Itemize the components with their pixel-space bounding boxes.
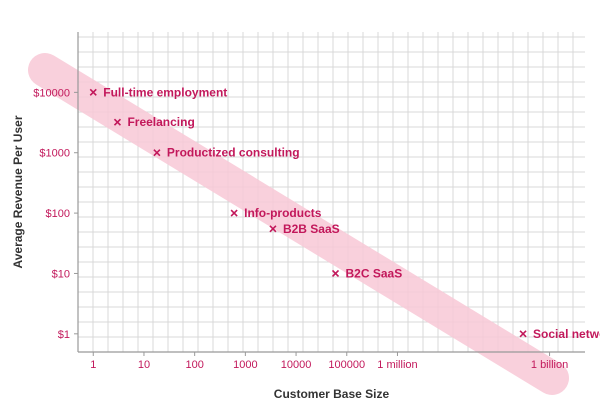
data-point: Full-time employment bbox=[89, 85, 227, 99]
point-marker bbox=[230, 209, 238, 217]
point-label: Full-time employment bbox=[103, 85, 227, 99]
data-point: B2B SaaS bbox=[269, 222, 340, 236]
point-label: B2C SaaS bbox=[346, 266, 403, 280]
point-marker bbox=[153, 149, 161, 157]
y-tick-label: $10000 bbox=[33, 87, 70, 99]
x-axis-title: Customer Base Size bbox=[274, 387, 390, 401]
point-label: Info-products bbox=[244, 206, 322, 220]
y-tick-label: $10 bbox=[52, 268, 70, 280]
y-tick-label: $1000 bbox=[39, 148, 70, 160]
x-tick-label: 10 bbox=[138, 359, 150, 371]
data-point: Freelancing bbox=[113, 115, 195, 129]
data-point: B2C SaaS bbox=[331, 266, 403, 280]
x-tick-label: 100 bbox=[185, 359, 203, 371]
x-tick-label: 100000 bbox=[328, 359, 365, 371]
point-marker bbox=[269, 225, 277, 233]
tick-labels: 1 10 100 1000 10000 100000 1 million 1 billion $… bbox=[33, 87, 568, 371]
point-marker bbox=[113, 118, 122, 126]
x-tick-label: 1 million bbox=[377, 359, 417, 371]
data-point: Social networks bbox=[519, 327, 600, 341]
point-label: Freelancing bbox=[127, 115, 194, 129]
point-marker bbox=[89, 88, 97, 96]
trend-band bbox=[28, 53, 569, 395]
data-points: Full-time employment Freelancing Productiz… bbox=[89, 85, 600, 341]
x-tick-label: 1 bbox=[90, 359, 96, 371]
point-marker bbox=[519, 330, 527, 338]
point-label: Productized consulting bbox=[167, 146, 300, 160]
axes bbox=[77, 32, 585, 353]
point-label: B2B SaaS bbox=[283, 222, 340, 236]
y-tick-label: $100 bbox=[46, 208, 70, 220]
data-point: Productized consulting bbox=[153, 146, 300, 160]
grid bbox=[78, 32, 585, 352]
point-label: Social networks bbox=[533, 327, 600, 341]
point-marker bbox=[331, 269, 340, 278]
data-point: Info-products bbox=[230, 206, 322, 220]
x-tick-label: 1 billion bbox=[531, 359, 568, 371]
y-tick-label: $1 bbox=[58, 329, 70, 341]
y-axis-title: Average Revenue Per User bbox=[11, 115, 25, 268]
x-tick-label: 1000 bbox=[233, 359, 257, 371]
x-tick-label: 10000 bbox=[281, 359, 312, 371]
